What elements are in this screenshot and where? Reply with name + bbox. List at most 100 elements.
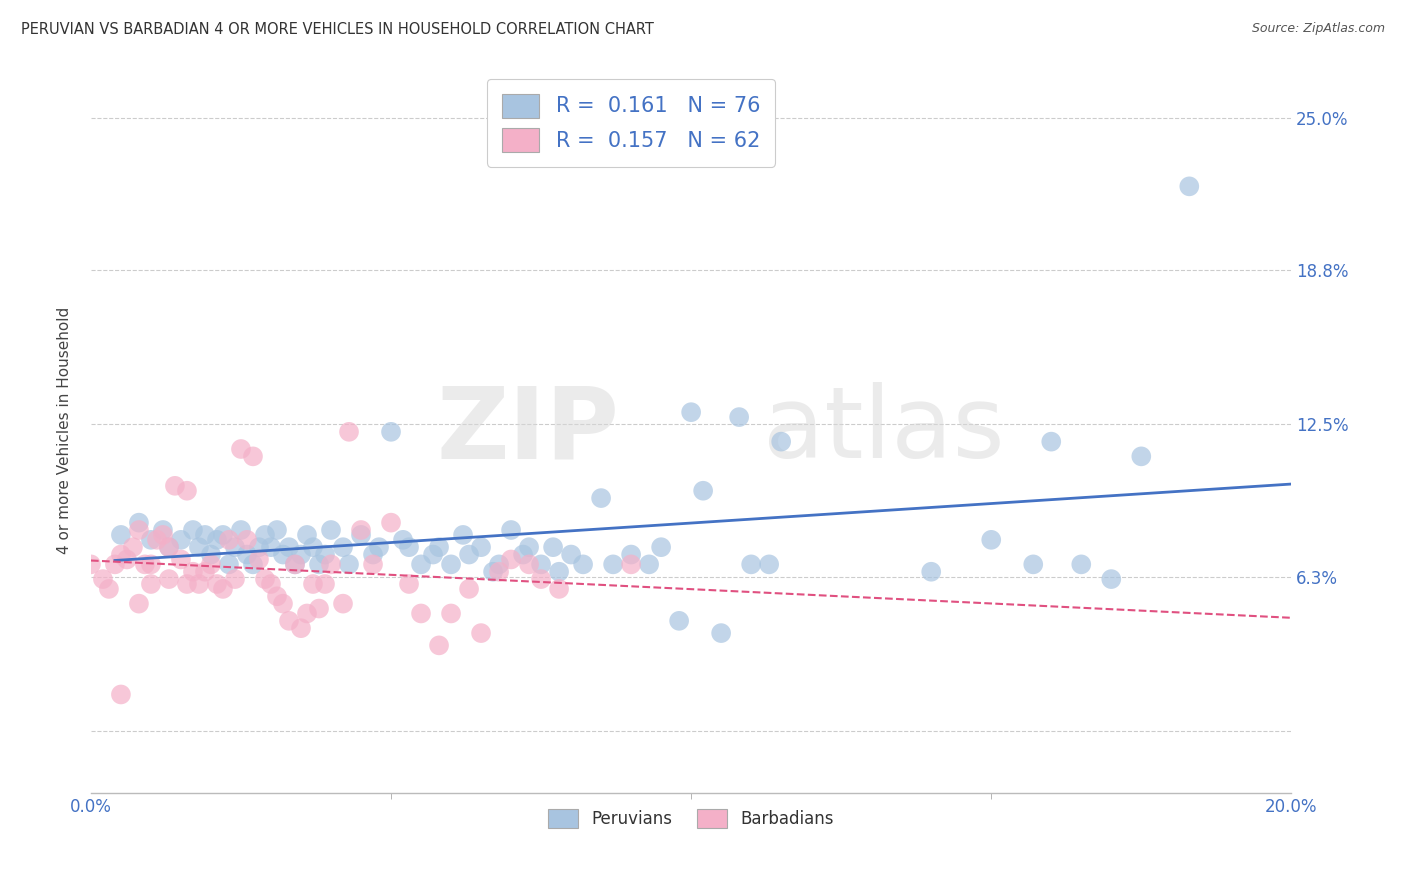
- Point: [560, 548, 582, 562]
- Point: [361, 548, 384, 562]
- Point: [212, 528, 235, 542]
- Point: [218, 558, 240, 572]
- Point: [181, 565, 204, 579]
- Point: [440, 607, 463, 621]
- Point: [271, 548, 294, 562]
- Point: [770, 434, 793, 449]
- Point: [139, 558, 162, 572]
- Point: [242, 450, 264, 464]
- Point: [692, 483, 714, 498]
- Point: [350, 523, 373, 537]
- Point: [170, 552, 193, 566]
- Point: [278, 540, 301, 554]
- Point: [548, 582, 571, 596]
- Point: [176, 483, 198, 498]
- Point: [337, 558, 360, 572]
- Point: [290, 548, 312, 562]
- Point: [295, 607, 318, 621]
- Point: [139, 533, 162, 547]
- Point: [157, 572, 180, 586]
- Point: [488, 558, 510, 572]
- Point: [337, 425, 360, 439]
- Point: [602, 558, 624, 572]
- Point: [319, 523, 342, 537]
- Point: [205, 533, 228, 547]
- Point: [218, 533, 240, 547]
- Point: [284, 558, 307, 572]
- Point: [170, 533, 193, 547]
- Point: [152, 528, 174, 542]
- Legend: Peruvians, Barbadians: Peruvians, Barbadians: [541, 803, 841, 835]
- Point: [920, 565, 942, 579]
- Point: [591, 491, 613, 505]
- Point: [314, 548, 336, 562]
- Point: [308, 558, 330, 572]
- Point: [361, 558, 384, 572]
- Point: [236, 533, 259, 547]
- Point: [758, 558, 780, 572]
- Point: [499, 523, 522, 537]
- Point: [302, 540, 325, 554]
- Point: [422, 548, 444, 562]
- Point: [104, 558, 127, 572]
- Point: [229, 523, 252, 537]
- Point: [398, 577, 420, 591]
- Point: [308, 601, 330, 615]
- Point: [97, 582, 120, 596]
- Point: [247, 540, 270, 554]
- Point: [1178, 179, 1201, 194]
- Point: [128, 523, 150, 537]
- Point: [91, 572, 114, 586]
- Point: [710, 626, 733, 640]
- Point: [253, 528, 276, 542]
- Point: [681, 405, 703, 419]
- Point: [458, 548, 481, 562]
- Point: [139, 577, 162, 591]
- Point: [332, 597, 354, 611]
- Point: [530, 572, 553, 586]
- Point: [512, 548, 534, 562]
- Point: [517, 540, 540, 554]
- Point: [260, 577, 283, 591]
- Point: [205, 577, 228, 591]
- Point: [253, 572, 276, 586]
- Point: [541, 540, 564, 554]
- Point: [176, 577, 198, 591]
- Point: [115, 552, 138, 566]
- Point: [482, 565, 505, 579]
- Point: [200, 548, 222, 562]
- Point: [368, 540, 391, 554]
- Point: [236, 548, 259, 562]
- Point: [152, 523, 174, 537]
- Point: [163, 479, 186, 493]
- Point: [266, 589, 288, 603]
- Point: [122, 540, 145, 554]
- Point: [572, 558, 595, 572]
- Point: [350, 528, 373, 542]
- Point: [728, 410, 751, 425]
- Point: [110, 548, 132, 562]
- Point: [620, 548, 643, 562]
- Point: [548, 565, 571, 579]
- Point: [314, 577, 336, 591]
- Point: [200, 558, 222, 572]
- Point: [470, 626, 492, 640]
- Point: [409, 558, 432, 572]
- Point: [380, 425, 402, 439]
- Point: [157, 540, 180, 554]
- Point: [440, 558, 463, 572]
- Point: [427, 540, 450, 554]
- Point: [128, 597, 150, 611]
- Point: [271, 597, 294, 611]
- Point: [194, 565, 217, 579]
- Point: [380, 516, 402, 530]
- Point: [128, 516, 150, 530]
- Point: [110, 688, 132, 702]
- Point: [260, 540, 283, 554]
- Point: [451, 528, 474, 542]
- Point: [392, 533, 415, 547]
- Point: [499, 552, 522, 566]
- Point: [319, 558, 342, 572]
- Point: [278, 614, 301, 628]
- Point: [181, 523, 204, 537]
